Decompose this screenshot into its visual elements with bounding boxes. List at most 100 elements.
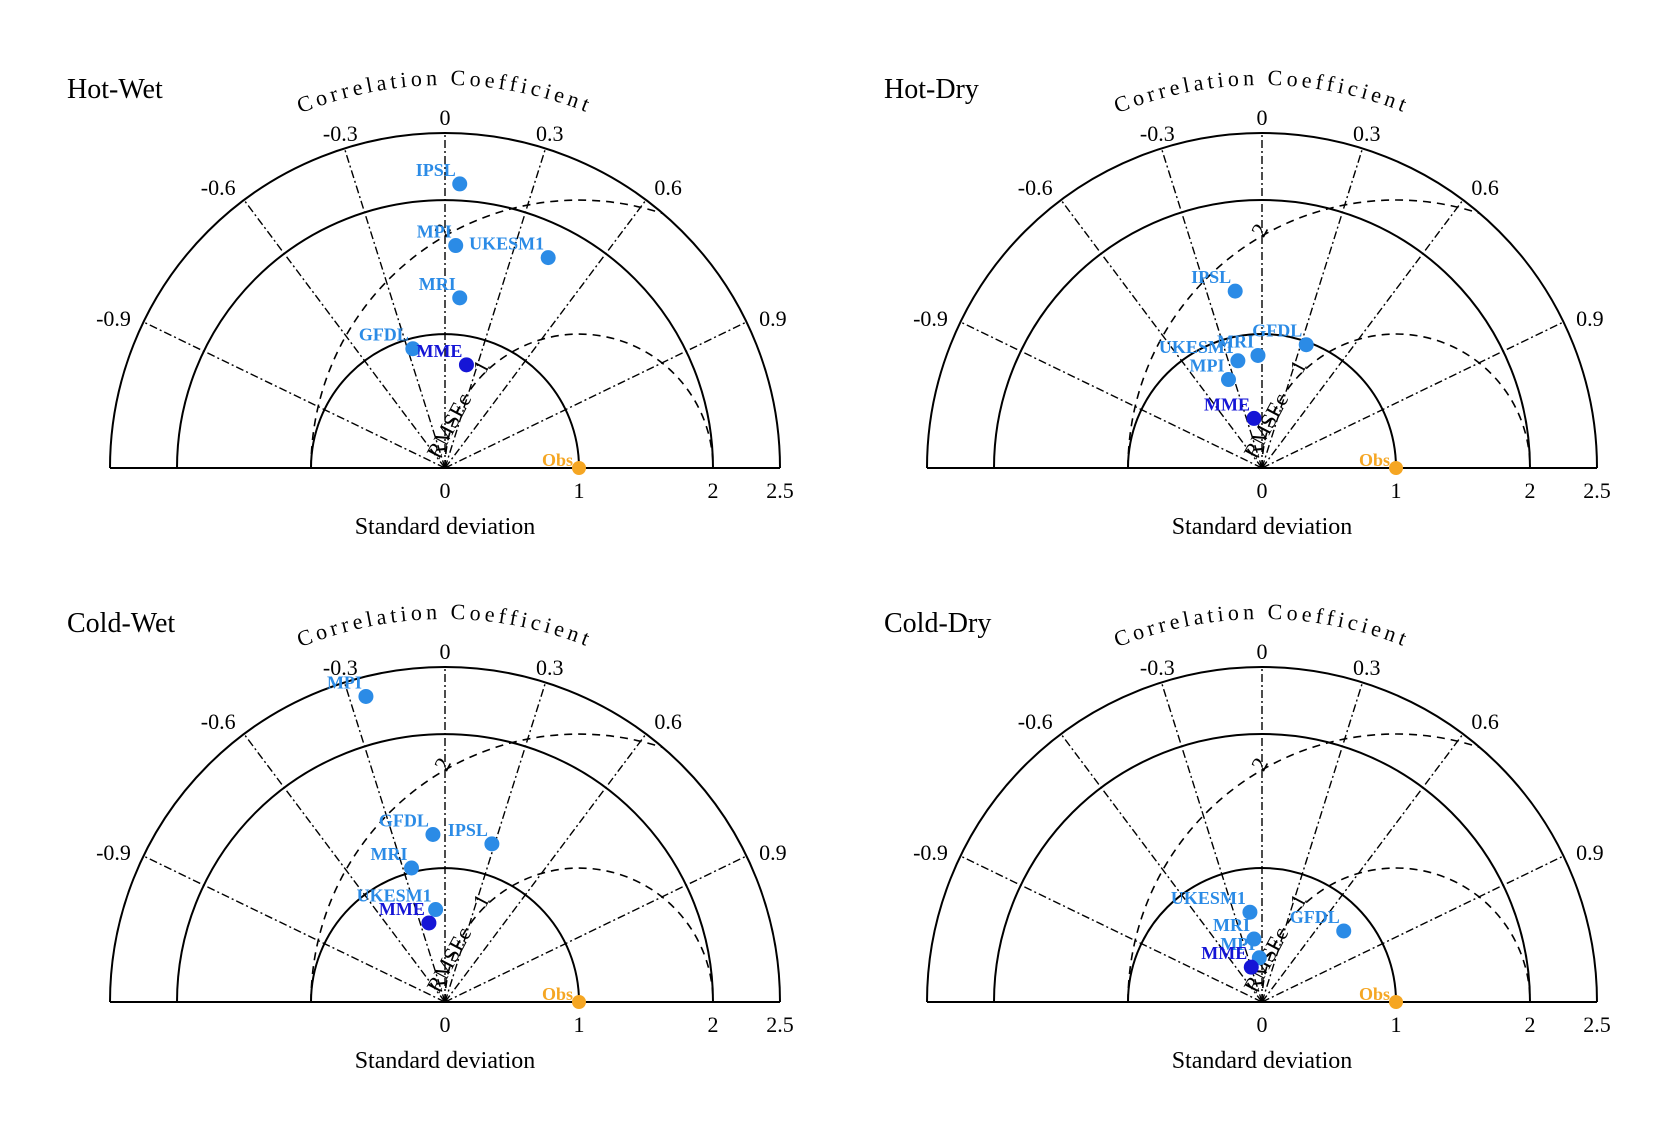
std-tick-label: 2 [1525, 1012, 1536, 1037]
correlation-tick-label: -0.3 [323, 121, 358, 146]
model-label: MRI [371, 844, 408, 864]
std-tick-label: 2 [708, 478, 719, 503]
std-tick-label: 1 [1391, 478, 1402, 503]
correlation-tick-label: -0.6 [201, 709, 236, 734]
model-point [1246, 931, 1262, 947]
correlation-ray [143, 855, 446, 1003]
correlation-tick-label: 0.3 [1353, 655, 1381, 680]
taylor-panel-2: Hot-Dry-0.9-0.6-0.300.30.60.912RMSEcCorr… [884, 65, 1611, 540]
model-label: MRI [1213, 915, 1250, 935]
correlation-ray [1160, 682, 1263, 1003]
correlation-tick-label: 0.6 [1471, 709, 1499, 734]
std-axis-title: Standard deviation [1172, 514, 1353, 540]
model-label: MPI [327, 672, 362, 692]
correlation-ray [1160, 148, 1263, 469]
std-circle [926, 132, 1598, 469]
correlation-tick-label: 0.6 [1471, 175, 1499, 200]
std-tick-label: 0 [1257, 1012, 1268, 1037]
std-axis-title: Standard deviation [355, 514, 536, 540]
correlation-tick-label: 0.6 [654, 709, 682, 734]
rms-circle [1261, 867, 1531, 1002]
correlation-ray [1261, 199, 1464, 469]
std-tick-label: 1 [574, 478, 585, 503]
correlation-ray [343, 682, 446, 1003]
panel-title: Hot-Dry [884, 74, 979, 105]
correlation-ray [444, 321, 747, 469]
model-point [1242, 904, 1258, 920]
model-point [452, 176, 468, 192]
correlation-tick-label: 0 [440, 639, 451, 664]
std-axis-title: Standard deviation [1172, 1048, 1353, 1074]
rms-circle [1261, 333, 1531, 468]
obs-label: Obs [1359, 984, 1390, 1004]
rms-circle [310, 733, 780, 1002]
obs-point [1389, 461, 1403, 475]
model-label: IPSL [1191, 267, 1231, 287]
std-tick-label: 2.5 [1583, 478, 1611, 503]
model-point [404, 860, 419, 876]
correlation-tick-label: -0.9 [96, 306, 131, 331]
correlation-tick-label: -0.6 [1018, 175, 1053, 200]
rms-circles [310, 733, 780, 1002]
model-point [425, 827, 441, 842]
mme-label: MME [416, 341, 462, 361]
obs-label: Obs [542, 450, 573, 470]
model-point [1336, 923, 1352, 939]
model-label: UKESM1 [1171, 888, 1246, 908]
correlation-tick-label: 0.3 [536, 121, 564, 146]
std-circle [109, 132, 781, 469]
correlation-tick-label: -0.3 [1140, 121, 1175, 146]
correlation-tick-label: 0.9 [1576, 840, 1604, 865]
model-point [358, 688, 374, 704]
correlation-tick-label: 0 [440, 105, 451, 130]
obs-label: Obs [542, 984, 573, 1004]
correlation-tick-label: -0.9 [913, 306, 948, 331]
rms-circle [444, 867, 714, 1002]
model-point [484, 836, 500, 852]
mme-label: MME [1201, 943, 1247, 963]
model-point [1250, 347, 1266, 363]
std-circle [109, 666, 781, 1003]
model-point [452, 290, 468, 306]
model-point [1230, 353, 1246, 369]
model-point [428, 902, 444, 918]
std-tick-label: 0 [440, 478, 451, 503]
correlation-tick-label: 0 [1257, 105, 1268, 130]
mme-point [421, 915, 437, 931]
correlation-tick-label: 0.9 [759, 840, 787, 865]
model-point [405, 341, 421, 357]
rms-circle-label: 1 [467, 890, 494, 911]
model-point [1298, 337, 1314, 353]
rms-circle [444, 333, 714, 468]
correlation-tick-label: 0.6 [654, 175, 682, 200]
obs-label: Obs [1359, 450, 1390, 470]
mme-point [1243, 959, 1259, 975]
rms-label: RMSEc [421, 923, 476, 996]
correlation-ray [1060, 733, 1263, 1003]
mme-label: MME [1204, 394, 1250, 414]
correlation-tick-label: -0.6 [201, 175, 236, 200]
obs-point [572, 995, 586, 1009]
model-label: MRI [1217, 331, 1254, 351]
taylor-panel-4: Cold-Dry-0.9-0.6-0.300.30.60.912RMSEcCor… [884, 599, 1611, 1074]
model-label: GFDL [1252, 321, 1302, 341]
model-point [1227, 283, 1243, 299]
correlation-ray [960, 321, 1263, 469]
correlation-ray [1261, 733, 1464, 1003]
rms-circle-label: 2 [1246, 753, 1273, 774]
panel-title: Hot-Wet [67, 74, 163, 105]
model-label: GFDL [379, 811, 429, 831]
taylor-panel-3: Cold-Wet-0.9-0.6-0.300.30.60.912RMSEcCor… [67, 599, 794, 1074]
model-label: MPI [417, 222, 452, 242]
rms-circle-label: 2 [429, 753, 456, 774]
mme-point [458, 357, 474, 373]
obs-point [1389, 995, 1403, 1009]
panel-title: Cold-Dry [884, 608, 991, 639]
std-circle [926, 666, 1598, 1003]
model-label: UKESM1 [357, 886, 432, 906]
model-point [448, 238, 464, 254]
correlation-ray [444, 148, 547, 469]
rms-circle [1127, 199, 1597, 468]
correlation-tick-label: 0.3 [1353, 121, 1381, 146]
model-label: GFDL [359, 325, 409, 345]
